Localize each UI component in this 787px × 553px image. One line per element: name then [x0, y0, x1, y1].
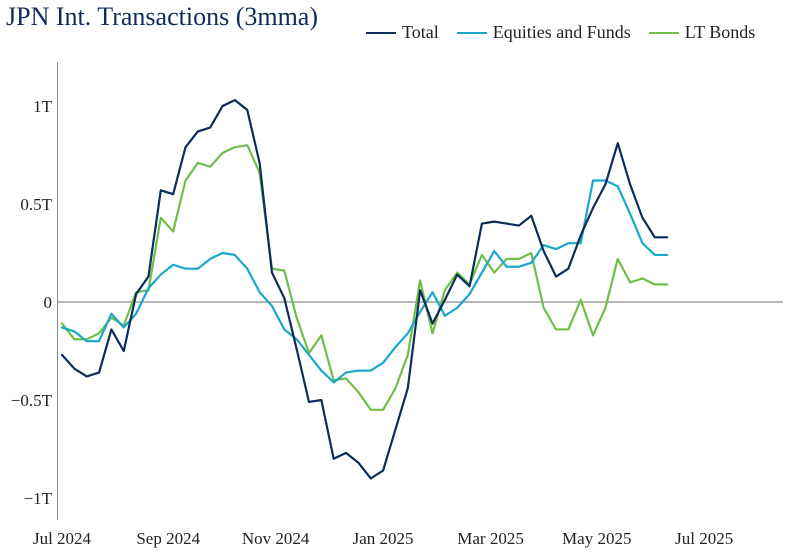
chart-legend: Total Equities and Funds LT Bonds — [366, 22, 755, 43]
chart-title: JPN Int. Transactions (3mma) — [6, 2, 318, 31]
x-tick-label: Nov 2024 — [242, 529, 310, 548]
y-tick-label: −0.5T — [11, 391, 53, 410]
series-layer — [60, 99, 669, 480]
x-tick-label: Mar 2025 — [457, 529, 524, 548]
legend-swatch-total — [366, 31, 396, 34]
y-tick-label: 0 — [44, 293, 53, 312]
legend-item-equities-and-funds: Equities and Funds — [456, 22, 631, 43]
y-tick-label: 0.5T — [20, 195, 52, 214]
y-tick-label: −1T — [24, 489, 53, 508]
x-tick-label: Jul 2024 — [33, 529, 92, 548]
series-line-lt-bonds — [60, 144, 669, 411]
legend-item-total: Total — [366, 22, 439, 43]
legend-label-total: Total — [402, 22, 439, 42]
legend-label-lt-bonds: LT Bonds — [684, 22, 756, 42]
y-tick-label: 1T — [33, 97, 53, 116]
series-line-equities-and-funds — [60, 179, 669, 384]
legend-label-equities-and-funds: Equities and Funds — [492, 22, 631, 42]
legend-item-lt-bonds: LT Bonds — [648, 22, 756, 43]
x-tick-label: Jul 2025 — [675, 529, 733, 548]
series-line-total — [60, 99, 669, 480]
y-axis-ticks: 1T 0.5T 0 −0.5T −1T — [11, 97, 53, 508]
x-tick-label: Sep 2024 — [136, 529, 200, 548]
x-tick-label: May 2025 — [562, 529, 631, 548]
legend-swatch-lt-bonds — [648, 31, 679, 34]
x-axis-ticks: Jul 2024 Sep 2024 Nov 2024 Jan 2025 Mar 2025… — [33, 529, 733, 548]
x-tick-label: Jan 2025 — [353, 529, 414, 548]
legend-swatch-equities-and-funds — [456, 31, 487, 34]
